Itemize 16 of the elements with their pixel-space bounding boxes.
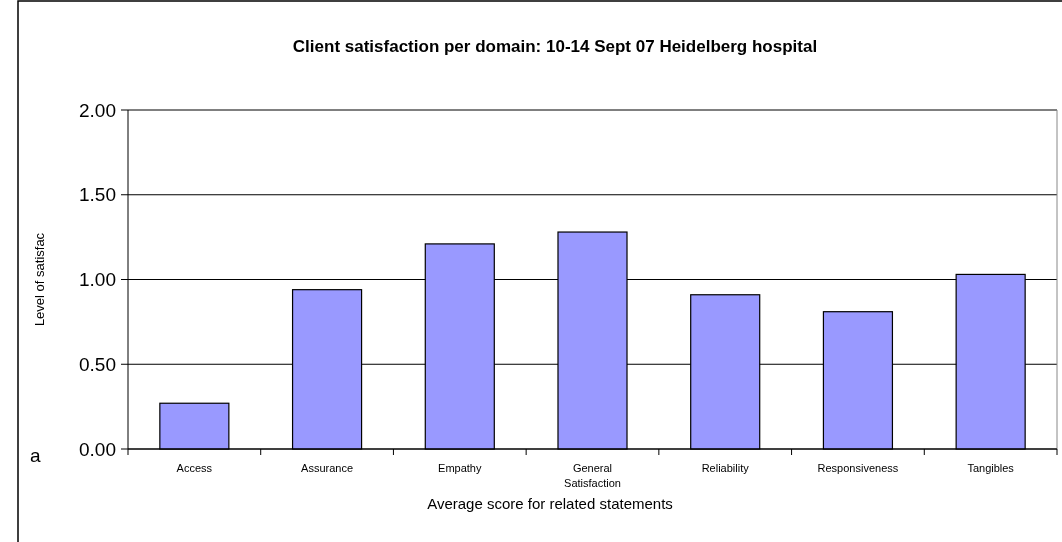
chart-title: Client satisfaction per domain: 10-14 Sept 07 Heidelberg hospital [292,37,818,56]
x-tick-label: Access [176,462,213,474]
x-tick-label: Assurance [301,462,354,474]
y-tick-label: 0.50 [79,353,116,375]
y-tick-label: 1.00 [79,269,116,291]
y-axis-title: Level of satisfac [32,232,47,327]
x-tick-label: Tangibles [967,462,1015,474]
text: a [30,445,41,466]
y-tick-label: 1.50 [79,184,116,206]
y-tick-label: 2.00 [79,99,116,121]
x-tick-label: Empathy [438,462,482,474]
y-tick-label: 0.00 [79,438,116,460]
x-tick-label: Reliability [701,462,750,474]
x-tick-label: Responsiveness [817,462,899,474]
x-axis-title: Average score for related statements [427,495,673,512]
x-tick-label: General Satisfaction [564,462,621,489]
